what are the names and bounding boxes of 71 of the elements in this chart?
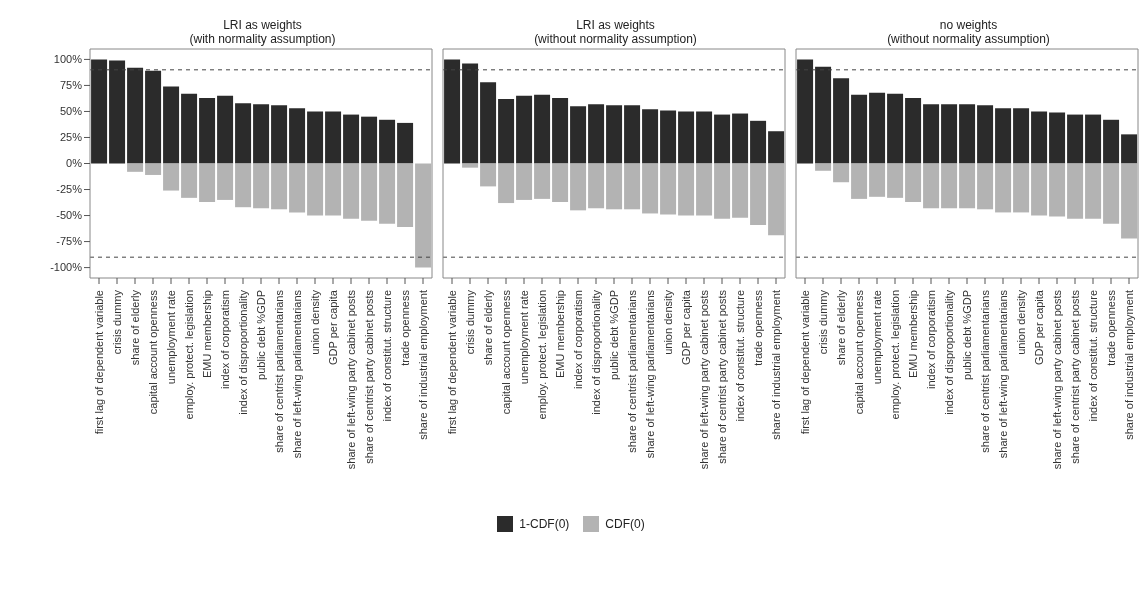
chart-title: no weights (without normality assumption) [887, 18, 1050, 46]
x-tick-label: trade openness [399, 289, 411, 366]
x-tick-label: crisis dummy [464, 289, 476, 355]
y-tick-label: 75% [59, 79, 83, 92]
x-tick-label: trade openness [1105, 289, 1117, 366]
x-tick-label: share of industrial employment [417, 290, 429, 440]
chart-title: LRI as weights (without normality assumption) [534, 18, 697, 46]
x-tick-label: index of disproportionality [237, 289, 249, 415]
x-tick-label: union density [1015, 289, 1027, 355]
x-tick-label: share of industrial employment [770, 290, 782, 440]
x-tick-label: crisis dummy [111, 289, 123, 355]
x-tick-label: share of left-wing party cabinet posts [345, 289, 357, 470]
x-tick-label: union density [309, 289, 321, 355]
x-tick-label: first lag of dependent variable [799, 290, 811, 435]
x-tick-label: public debt %GDP [255, 290, 267, 380]
x-tick-label: share of left-wing parliamentarians [291, 289, 303, 459]
x-tick-label: index of corporatism [925, 290, 937, 390]
x-tick-label: first lag of dependent variable [446, 290, 458, 435]
x-tick-label: crisis dummy [817, 289, 829, 355]
x-tick-label: employ. protect. legislation [183, 290, 195, 420]
x-tick-label: index of disproportionality [590, 289, 602, 415]
x-tick-label: public debt %GDP [961, 290, 973, 380]
x-tick-label: share of elderly [482, 289, 494, 366]
x-tick-label: union density [662, 289, 674, 355]
x-tick-label: index of disproportionality [943, 289, 955, 415]
chart-title: LRI as weights (with normality assumption) [189, 18, 336, 46]
x-tick-label: share of centrist party cabinet posts [1069, 289, 1081, 464]
x-tick-label: share of left-wing parliamentarians [997, 289, 1009, 459]
x-tick-label: share of centrist parliamentarians [626, 289, 638, 453]
x-tick-label: capital account openness [500, 289, 512, 415]
y-tick-label: -50% [56, 209, 83, 222]
x-tick-label: share of centrist party cabinet posts [363, 289, 375, 464]
y-tick-label: 100% [53, 53, 83, 66]
x-tick-label: share of centrist parliamentarians [979, 289, 991, 453]
x-tick-label: unemployment rate [871, 290, 883, 385]
x-tick-label: index of constitut. structure [734, 290, 746, 422]
x-tick-label: share of left-wing parliamentarians [644, 289, 656, 459]
x-tick-label: trade openness [752, 289, 764, 366]
x-tick-label: employ. protect. legislation [536, 290, 548, 420]
x-tick-label: capital account openness [147, 289, 159, 415]
x-tick-label: unemployment rate [165, 290, 177, 385]
y-tick-label: 0% [66, 157, 83, 170]
y-tick-label: -100% [50, 261, 83, 274]
x-tick-label: share of elderly [129, 289, 141, 366]
x-tick-label: index of constitut. structure [1087, 290, 1099, 422]
x-tick-label: GDP per capita [680, 289, 692, 366]
legend-label: CDF(0) [605, 517, 645, 531]
x-tick-label: GDP per capita [1033, 289, 1045, 366]
x-tick-label: public debt %GDP [608, 290, 620, 380]
x-tick-label: EMU membership [554, 290, 566, 379]
x-tick-label: capital account openness [853, 289, 865, 415]
x-tick-label: index of corporatism [572, 290, 584, 390]
x-tick-label: share of centrist party cabinet posts [716, 289, 728, 464]
x-tick-label: first lag of dependent variable [93, 290, 105, 435]
x-tick-label: share of elderly [835, 289, 847, 366]
legend-label: 1-CDF(0) [519, 517, 570, 531]
y-tick-label: -75% [56, 235, 83, 248]
y-tick-label: -25% [56, 183, 83, 196]
x-tick-label: share of centrist parliamentarians [273, 289, 285, 453]
x-tick-label: share of left-wing party cabinet posts [698, 289, 710, 470]
y-tick-label: 25% [59, 131, 83, 144]
x-tick-label: EMU membership [201, 290, 213, 379]
x-tick-label: EMU membership [907, 290, 919, 379]
x-tick-label: employ. protect. legislation [889, 290, 901, 420]
x-tick-label: GDP per capita [327, 289, 339, 366]
x-tick-label: share of industrial employment [1123, 290, 1135, 440]
y-tick-label: 50% [59, 105, 83, 118]
x-tick-label: share of left-wing party cabinet posts [1051, 289, 1063, 470]
x-tick-label: unemployment rate [518, 290, 530, 385]
x-tick-label: index of constitut. structure [381, 290, 393, 422]
x-tick-label: index of corporatism [219, 290, 231, 390]
